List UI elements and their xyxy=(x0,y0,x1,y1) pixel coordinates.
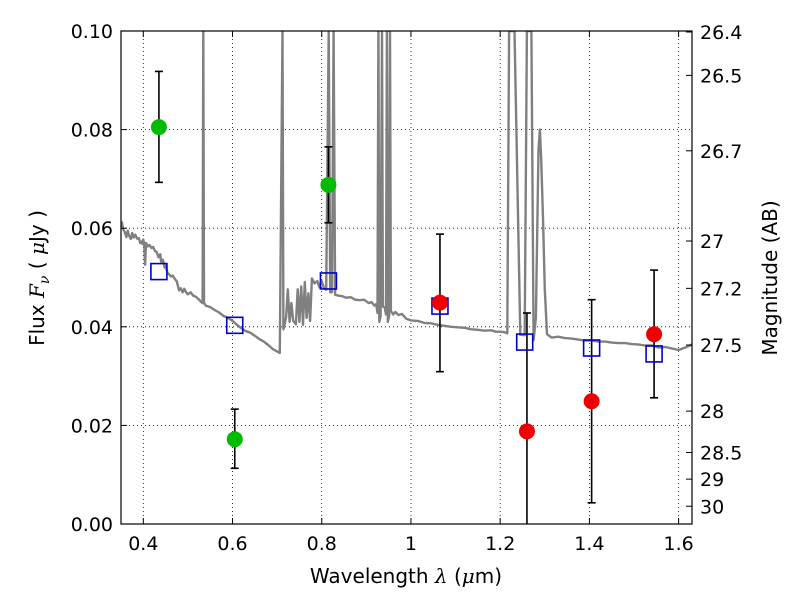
y2-tick-label: 27 xyxy=(700,231,724,253)
y2-tick-label: 26.4 xyxy=(700,22,742,44)
y2-tick-label: 28.5 xyxy=(700,443,742,465)
detection-point xyxy=(320,176,337,193)
plot-frame xyxy=(120,30,693,525)
y-tick-label: 0.08 xyxy=(71,120,113,142)
y-tick-label: 0.06 xyxy=(71,218,113,240)
detection-point xyxy=(583,393,600,410)
x-tick-label: 1 xyxy=(405,533,417,555)
x-tick-label: 0.4 xyxy=(128,533,158,555)
y-tick-label: 0.04 xyxy=(71,317,113,339)
y2-tick-label: 29 xyxy=(700,469,724,491)
x-tick-label: 0.8 xyxy=(307,533,337,555)
x-axis-title: Wavelength λ (μm) xyxy=(310,564,502,588)
plot-background xyxy=(121,31,692,524)
x-tick-label: 1.2 xyxy=(485,533,515,555)
y2-axis-title: Magnitude (AB) xyxy=(758,200,782,355)
y-axis-title: Flux Fν ( μJy ) xyxy=(25,210,53,346)
model-photometry-square xyxy=(319,272,338,290)
y-tick-label: 0.10 xyxy=(71,21,113,43)
detection-point xyxy=(226,431,243,448)
y2-tick-label: 30 xyxy=(700,496,724,518)
detection-point xyxy=(646,326,663,343)
y2-tick-label: 26.5 xyxy=(700,65,742,87)
y2-tick-label: 27.5 xyxy=(700,335,742,357)
model-photometry-square xyxy=(582,339,601,357)
tick-layer: 0.4 0.6 0.8 1 1.2 1.4 1.6 0.00 0.02 0.04 0.06 0.08 0… xyxy=(71,21,743,555)
detection-point xyxy=(518,423,535,440)
detection-layer xyxy=(150,119,663,448)
detection-point xyxy=(150,119,167,136)
x-tick-label: 0.6 xyxy=(217,533,247,555)
x-tick-label: 1.4 xyxy=(574,533,604,555)
y-tick-label: 0.02 xyxy=(71,415,113,437)
y-tick-label: 0.00 xyxy=(71,514,113,536)
y2-tick-label: 27.2 xyxy=(700,278,742,300)
y2-tick-label: 28 xyxy=(700,401,724,423)
y2-tick-label: 26.7 xyxy=(700,141,742,163)
detection-point xyxy=(431,294,448,311)
model-photometry-layer xyxy=(150,262,663,363)
x-tick-label: 1.6 xyxy=(664,533,694,555)
model-photometry-square xyxy=(225,316,244,335)
model-photometry-square xyxy=(515,333,534,351)
model-photometry-square xyxy=(150,262,168,281)
model-photometry-square xyxy=(645,345,663,363)
